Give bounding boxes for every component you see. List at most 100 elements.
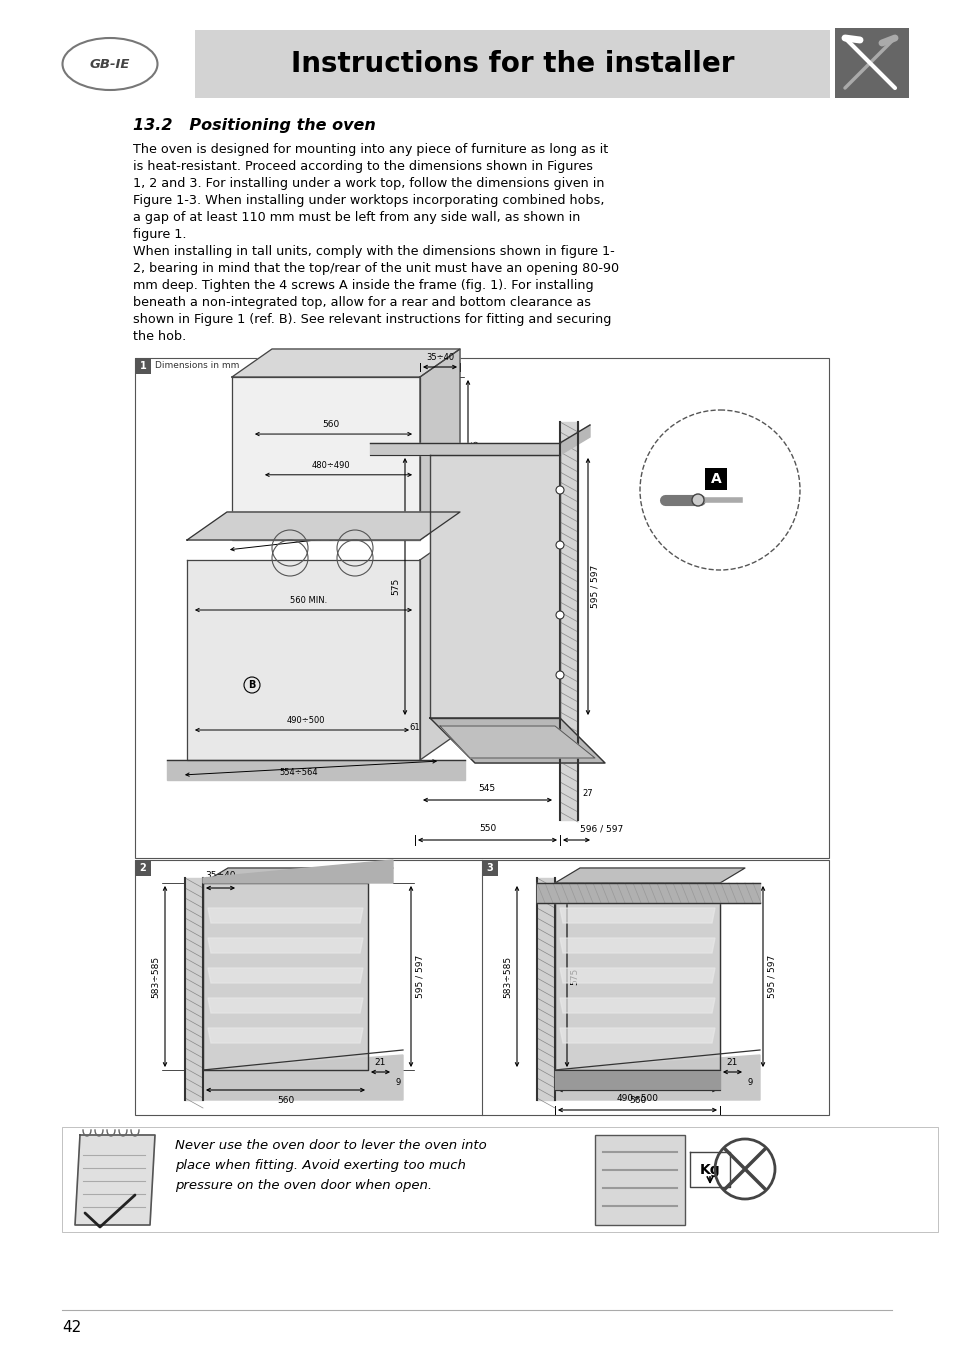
Text: 2: 2 bbox=[139, 863, 146, 873]
Polygon shape bbox=[555, 868, 744, 883]
Text: mm deep. Tighten the 4 screws A inside the frame (fig. 1). For installing: mm deep. Tighten the 4 screws A inside t… bbox=[132, 279, 593, 292]
Text: the hob.: the hob. bbox=[132, 330, 186, 343]
Ellipse shape bbox=[63, 38, 157, 91]
Text: 583÷585: 583÷585 bbox=[471, 641, 479, 680]
Text: 560 MIN.: 560 MIN. bbox=[290, 596, 327, 604]
Polygon shape bbox=[559, 968, 714, 983]
Text: GB-IE: GB-IE bbox=[90, 58, 130, 70]
Text: 42: 42 bbox=[62, 1320, 81, 1334]
Text: 560: 560 bbox=[628, 1096, 645, 1105]
Text: 560: 560 bbox=[322, 420, 339, 429]
Text: 596 / 597: 596 / 597 bbox=[579, 823, 622, 833]
Circle shape bbox=[556, 485, 563, 493]
Text: is heat-resistant. Proceed according to the dimensions shown in Figures: is heat-resistant. Proceed according to … bbox=[132, 160, 593, 173]
Text: 21: 21 bbox=[375, 1059, 386, 1067]
Text: 2, bearing in mind that the top/rear of the unit must have an opening 80-90: 2, bearing in mind that the top/rear of … bbox=[132, 262, 618, 274]
Polygon shape bbox=[208, 968, 363, 983]
Text: 595 / 597: 595 / 597 bbox=[416, 955, 424, 998]
Polygon shape bbox=[370, 443, 559, 456]
Text: 583÷585: 583÷585 bbox=[471, 439, 479, 479]
Text: 554÷564: 554÷564 bbox=[279, 768, 317, 777]
Text: 560: 560 bbox=[276, 1096, 294, 1105]
Text: 27: 27 bbox=[581, 790, 592, 798]
Polygon shape bbox=[208, 998, 363, 1013]
Text: 575: 575 bbox=[569, 968, 578, 986]
Polygon shape bbox=[232, 349, 459, 377]
Text: 1, 2 and 3. For installing under a work top, follow the dimensions given in: 1, 2 and 3. For installing under a work … bbox=[132, 177, 604, 191]
Text: When installing in tall units, comply with the dimensions shown in figure 1-: When installing in tall units, comply wi… bbox=[132, 245, 614, 258]
Text: 583÷585: 583÷585 bbox=[502, 956, 512, 998]
Polygon shape bbox=[232, 377, 419, 539]
Text: 583÷585: 583÷585 bbox=[151, 956, 160, 998]
Text: 595 / 597: 595 / 597 bbox=[590, 565, 599, 608]
Text: 550: 550 bbox=[478, 823, 496, 833]
Polygon shape bbox=[559, 938, 714, 953]
Text: 490÷500: 490÷500 bbox=[286, 717, 324, 725]
Polygon shape bbox=[559, 998, 714, 1013]
Text: figure 1.: figure 1. bbox=[132, 228, 186, 241]
Text: 35÷40: 35÷40 bbox=[425, 353, 454, 362]
FancyBboxPatch shape bbox=[194, 30, 829, 97]
Text: 13.2   Positioning the oven: 13.2 Positioning the oven bbox=[132, 118, 375, 132]
Polygon shape bbox=[187, 560, 419, 760]
Text: Dimensions in mm: Dimensions in mm bbox=[154, 361, 239, 370]
Polygon shape bbox=[167, 760, 464, 780]
Text: beneath a non-integrated top, allow for a rear and bottom clearance as: beneath a non-integrated top, allow for … bbox=[132, 296, 590, 310]
Text: 9: 9 bbox=[395, 1078, 400, 1087]
Polygon shape bbox=[555, 1055, 760, 1101]
FancyBboxPatch shape bbox=[135, 358, 828, 859]
Text: shown in Figure 1 (ref. B). See relevant instructions for fitting and securing: shown in Figure 1 (ref. B). See relevant… bbox=[132, 314, 611, 326]
Polygon shape bbox=[689, 1152, 729, 1187]
Polygon shape bbox=[419, 531, 459, 760]
Polygon shape bbox=[537, 877, 555, 1101]
Polygon shape bbox=[203, 860, 393, 883]
Text: The oven is designed for mounting into any piece of furniture as long as it: The oven is designed for mounting into a… bbox=[132, 143, 608, 155]
Text: Instructions for the installer: Instructions for the installer bbox=[291, 50, 734, 78]
Text: 490÷500: 490÷500 bbox=[616, 1094, 658, 1103]
Text: 595 / 597: 595 / 597 bbox=[767, 955, 776, 998]
Text: Figure 1-3. When installing under worktops incorporating combined hobs,: Figure 1-3. When installing under workto… bbox=[132, 193, 604, 207]
Text: 480÷490: 480÷490 bbox=[312, 461, 350, 469]
Text: 1: 1 bbox=[139, 361, 146, 370]
FancyBboxPatch shape bbox=[135, 860, 828, 1115]
FancyBboxPatch shape bbox=[834, 28, 908, 97]
Text: A: A bbox=[710, 472, 720, 485]
FancyBboxPatch shape bbox=[135, 358, 151, 375]
Text: Never use the oven door to lever the oven into
place when fitting. Avoid exertin: Never use the oven door to lever the ove… bbox=[174, 1138, 486, 1192]
Polygon shape bbox=[430, 456, 559, 718]
FancyBboxPatch shape bbox=[704, 468, 726, 489]
Text: 61: 61 bbox=[409, 723, 420, 731]
Text: 35÷40: 35÷40 bbox=[205, 871, 235, 880]
Text: 575: 575 bbox=[391, 577, 399, 595]
Polygon shape bbox=[419, 349, 459, 539]
Text: 545: 545 bbox=[478, 784, 495, 794]
Polygon shape bbox=[559, 909, 714, 923]
Polygon shape bbox=[187, 512, 459, 539]
Circle shape bbox=[691, 493, 703, 506]
Polygon shape bbox=[208, 909, 363, 923]
Polygon shape bbox=[208, 1028, 363, 1042]
FancyBboxPatch shape bbox=[595, 1134, 684, 1225]
Polygon shape bbox=[559, 1028, 714, 1042]
Text: B: B bbox=[248, 680, 255, 690]
Polygon shape bbox=[559, 425, 589, 456]
Polygon shape bbox=[208, 938, 363, 953]
FancyBboxPatch shape bbox=[481, 860, 497, 876]
Polygon shape bbox=[203, 883, 368, 1069]
Text: a gap of at least 110 mm must be left from any side wall, as shown in: a gap of at least 110 mm must be left fr… bbox=[132, 211, 579, 224]
Polygon shape bbox=[555, 1069, 720, 1090]
Polygon shape bbox=[75, 1134, 154, 1225]
Circle shape bbox=[556, 541, 563, 549]
Circle shape bbox=[556, 611, 563, 619]
Text: 3: 3 bbox=[486, 863, 493, 873]
Polygon shape bbox=[555, 883, 720, 1069]
FancyBboxPatch shape bbox=[62, 1128, 937, 1232]
Text: 9: 9 bbox=[746, 1078, 752, 1087]
Polygon shape bbox=[439, 726, 595, 758]
Text: 554÷564: 554÷564 bbox=[306, 534, 345, 544]
Polygon shape bbox=[185, 877, 203, 1101]
Polygon shape bbox=[430, 718, 604, 763]
Text: 21: 21 bbox=[726, 1059, 738, 1067]
Polygon shape bbox=[203, 868, 393, 883]
Circle shape bbox=[556, 671, 563, 679]
